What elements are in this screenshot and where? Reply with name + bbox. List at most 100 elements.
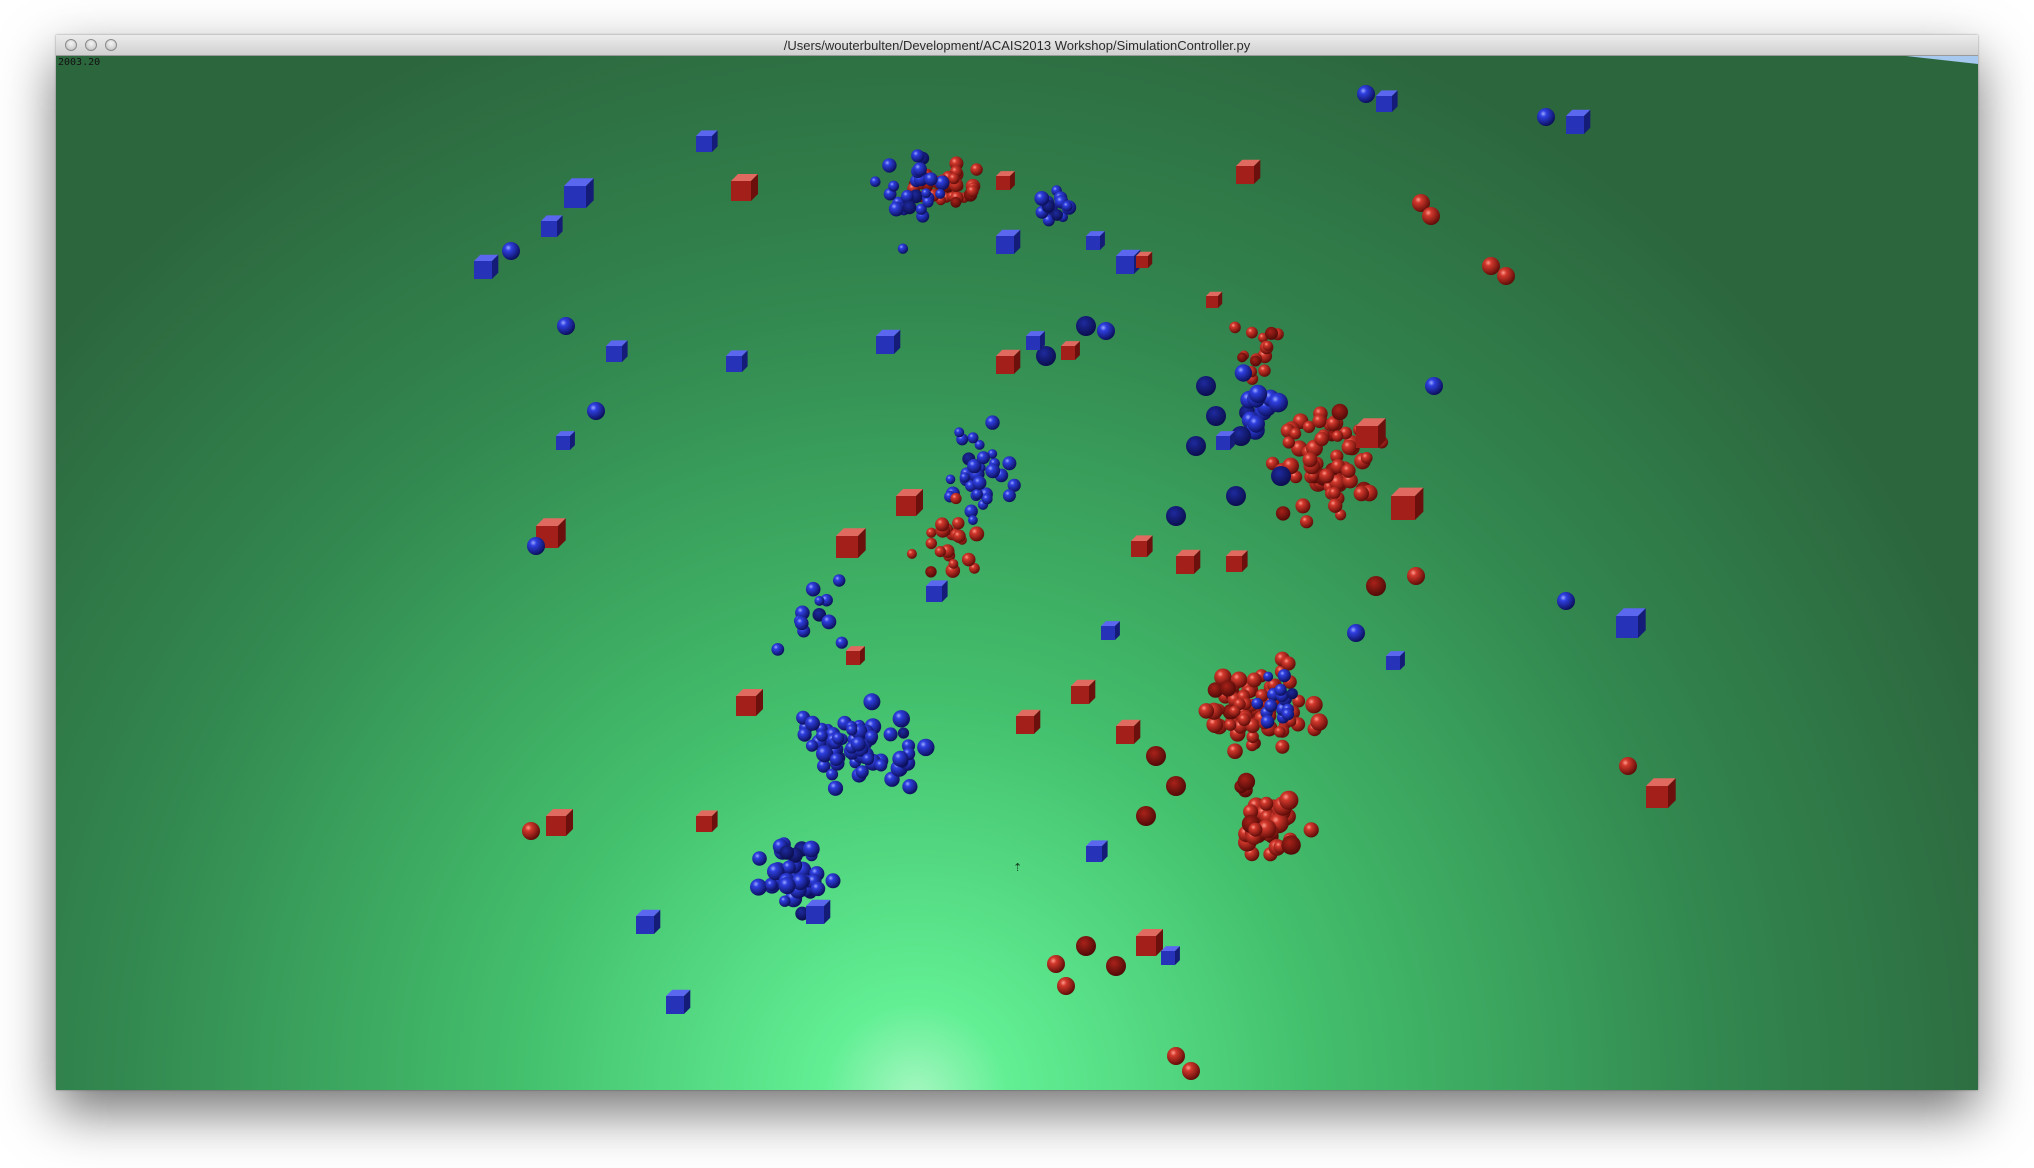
blue-agent-sphere <box>888 201 904 217</box>
blue-agent-sphere <box>911 149 925 163</box>
red-agent-sphere <box>948 172 960 185</box>
red-base-cube <box>996 349 1021 374</box>
red-agent-sphere <box>1274 726 1286 738</box>
blue-agent-sphere <box>1263 671 1274 682</box>
blue-agent-sphere <box>1076 316 1096 336</box>
red-agent-sphere <box>1237 352 1248 363</box>
red-agent-sphere <box>1259 796 1274 811</box>
title-bar[interactable]: /Users/wouterbulten/Development/ACAIS201… <box>56 35 1978 56</box>
blue-agent-sphere <box>846 724 858 736</box>
red-base-cube <box>1176 549 1201 574</box>
red-base-cube <box>1206 291 1223 308</box>
blue-agent-sphere <box>1274 683 1287 696</box>
blue-agent-sphere <box>874 759 888 772</box>
blue-agent-sphere <box>1557 592 1575 610</box>
blue-base-cube <box>996 229 1021 254</box>
blue-agent-sphere <box>1264 699 1278 713</box>
blue-agent-sphere <box>1260 714 1275 729</box>
blue-agent-sphere <box>827 780 844 796</box>
blue-base-cube <box>636 909 661 934</box>
red-agent-sphere <box>935 517 950 532</box>
blue-agent-sphere <box>805 715 820 731</box>
blue-agent-sphere <box>805 581 821 597</box>
close-button[interactable] <box>65 39 77 51</box>
blue-agent-sphere <box>974 439 985 450</box>
blue-agent-sphere <box>1186 436 1206 456</box>
blue-agent-sphere <box>502 242 520 260</box>
red-base-cube <box>1116 719 1141 744</box>
red-agent-sphere <box>1166 776 1186 796</box>
red-agent-sphere <box>1146 746 1166 766</box>
blue-base-cube <box>726 350 748 372</box>
red-agent-sphere <box>1314 431 1329 447</box>
red-base-cube <box>1131 535 1153 557</box>
blue-agent-sphere <box>1247 415 1266 433</box>
red-base-cube <box>1391 487 1424 520</box>
red-agent-sphere <box>1206 716 1224 733</box>
blue-base-cube <box>1086 231 1105 250</box>
blue-agent-sphere <box>964 504 978 518</box>
simulation-scene[interactable] <box>56 56 1978 1090</box>
red-agent-sphere <box>1229 321 1241 334</box>
blue-agent-sphere <box>882 158 897 173</box>
blue-agent-sphere <box>972 475 987 490</box>
blue-agent-sphere <box>1051 209 1063 221</box>
blue-agent-sphere <box>1281 707 1295 721</box>
red-agent-sphere <box>926 527 937 538</box>
red-agent-sphere <box>1281 835 1301 855</box>
blue-agent-sphere <box>954 427 965 438</box>
blue-agent-sphere <box>987 449 998 459</box>
blue-agent-sphere <box>1226 486 1246 506</box>
red-agent-sphere <box>1497 267 1515 285</box>
red-agent-sphere <box>1275 739 1290 754</box>
blue-base-cube <box>1161 946 1180 965</box>
red-agent-sphere <box>1257 819 1277 839</box>
blue-agent-sphere <box>1357 85 1375 103</box>
blue-base-cube <box>1616 608 1646 638</box>
blue-agent-sphere <box>972 488 983 500</box>
blue-agent-sphere <box>817 759 831 773</box>
minimize-button[interactable] <box>85 39 97 51</box>
red-agent-sphere <box>1295 498 1311 514</box>
blue-agent-sphere <box>959 472 970 483</box>
blue-agent-sphere <box>816 745 834 763</box>
red-agent-sphere <box>1047 955 1065 973</box>
red-agent-sphere <box>1237 713 1251 727</box>
red-agent-sphere <box>952 517 965 530</box>
red-agent-sphere <box>1366 576 1386 596</box>
blue-base-cube <box>1386 651 1405 670</box>
red-agent-sphere <box>1412 194 1430 212</box>
blue-base-cube <box>926 580 948 602</box>
blue-agent-sphere <box>814 595 825 606</box>
blue-base-cube <box>876 329 901 354</box>
window-title: /Users/wouterbulten/Development/ACAIS201… <box>783 38 1251 53</box>
red-agent-sphere <box>1289 427 1302 440</box>
red-agent-sphere <box>1227 743 1243 759</box>
red-agent-sphere <box>970 163 983 176</box>
red-base-cube <box>1356 418 1386 448</box>
blue-agent-sphere <box>902 779 918 795</box>
blue-agent-sphere <box>921 188 931 199</box>
simulation-viewport[interactable]: 2003.20 ⇡ <box>56 56 1978 1090</box>
red-agent-sphere <box>1265 326 1278 340</box>
red-agent-sphere <box>1275 506 1291 521</box>
red-agent-sphere <box>1328 498 1343 513</box>
blue-agent-sphere <box>870 176 881 187</box>
red-base-cube <box>846 646 865 665</box>
red-agent-sphere <box>950 196 962 208</box>
blue-agent-sphere <box>976 451 990 465</box>
red-base-cube <box>1646 778 1676 808</box>
zoom-button[interactable] <box>105 39 117 51</box>
red-agent-sphere <box>1360 452 1373 464</box>
origin-marker-icon: ⇡ <box>1013 862 1023 874</box>
blue-base-cube <box>666 989 691 1014</box>
blue-agent-sphere <box>826 768 839 781</box>
blue-agent-sphere <box>912 162 927 177</box>
red-agent-sphere <box>1329 474 1346 491</box>
blue-base-cube <box>1376 90 1398 112</box>
blue-agent-sphere <box>791 873 809 891</box>
red-base-cube <box>836 528 866 558</box>
red-agent-sphere <box>1167 1047 1185 1065</box>
red-agent-sphere <box>1136 806 1156 826</box>
blue-agent-sphere <box>935 188 946 199</box>
